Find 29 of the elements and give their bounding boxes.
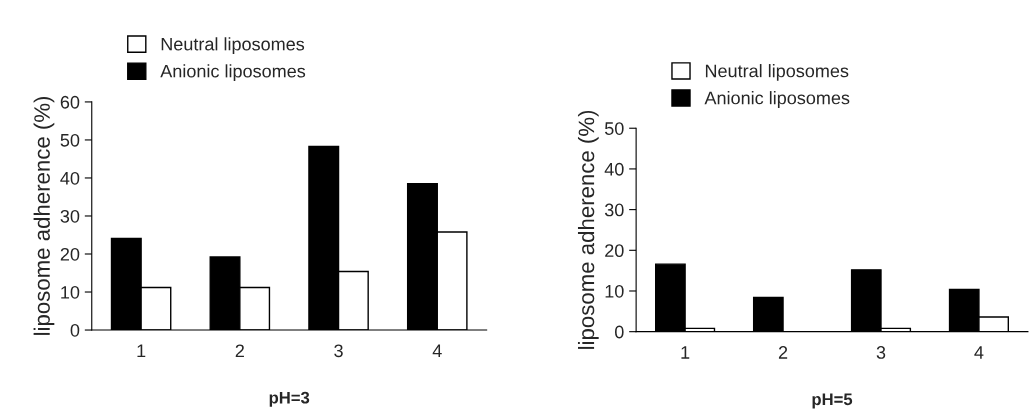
y-axis-title: liposome adherence (%): [33, 96, 55, 335]
y-tick-label: 30: [60, 209, 80, 223]
y-tick-label: 20: [60, 247, 80, 261]
legend-label: Anionic liposomes: [160, 64, 306, 82]
legend-label: Neutral liposomes: [705, 64, 849, 81]
y-tick-label: 0: [70, 323, 80, 337]
y-tick-label: 10: [605, 284, 624, 298]
y-tick-label: 10: [61, 285, 80, 299]
y-tick-label: 20: [605, 244, 624, 258]
x-axis-title: pH=5: [812, 393, 853, 409]
x-tick-label: 3: [334, 344, 343, 358]
x-tick-label: 4: [974, 346, 984, 359]
y-tick-label: 50: [60, 133, 80, 147]
legend-label: Anionic liposomes: [704, 91, 850, 108]
y-tick-label: 50: [604, 122, 624, 135]
x-tick-label: 2: [235, 344, 244, 358]
y-tick-label: 60: [60, 95, 80, 109]
y-tick-label: 0: [614, 325, 624, 339]
y-tick-label: 30: [604, 203, 624, 217]
x-axis-title: pH=3: [269, 391, 310, 407]
y-tick-label: 40: [60, 171, 80, 185]
x-tick-label: 1: [137, 344, 146, 358]
y-axis-title: liposome adherence (%): [577, 110, 599, 349]
x-tick-label: 2: [778, 346, 788, 359]
y-tick-label: 40: [604, 162, 624, 176]
x-tick-label: 4: [432, 344, 442, 358]
legend-label: Neutral liposomes: [161, 37, 305, 55]
x-tick-label: 3: [876, 346, 886, 359]
x-tick-label: 1: [681, 346, 690, 359]
